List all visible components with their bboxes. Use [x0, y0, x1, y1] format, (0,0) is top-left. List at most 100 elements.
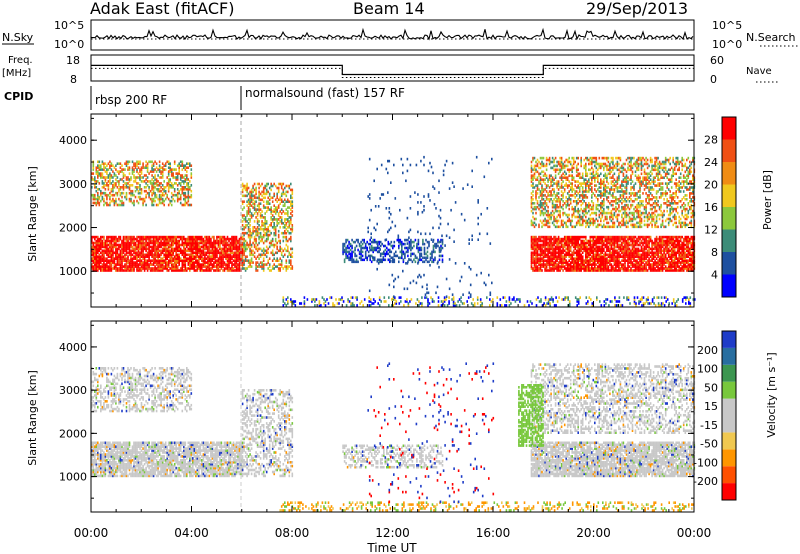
data-cell [360, 256, 362, 260]
data-cell [143, 263, 146, 266]
data-cell [139, 239, 141, 243]
data-cell [536, 245, 539, 249]
data-cell [591, 243, 593, 247]
data-cell [175, 255, 177, 258]
data-cell [228, 257, 230, 260]
data-cell [384, 258, 387, 262]
data-cell [169, 261, 171, 264]
data-cell [217, 263, 220, 266]
data-cell [538, 257, 540, 260]
data-cell [547, 255, 549, 258]
data-cell [207, 265, 209, 268]
data-cell [267, 235, 269, 239]
data-cell [240, 235, 242, 239]
data-cell [199, 235, 202, 239]
data-cell [167, 184, 170, 187]
data-cell [158, 245, 161, 249]
data-cell [569, 263, 572, 266]
data-cell [636, 259, 638, 262]
data-cell [264, 192, 266, 196]
data-cell [419, 254, 421, 258]
data-cell [274, 265, 277, 268]
data-cell [173, 237, 176, 241]
data-cell [284, 231, 286, 235]
data-cell [127, 245, 129, 249]
data-cell [255, 265, 257, 268]
data-cell [170, 249, 173, 253]
data-cell [271, 265, 274, 268]
data-cell [243, 251, 245, 255]
data-cell [128, 267, 131, 270]
data-cell [127, 162, 129, 165]
data-cell [244, 255, 247, 258]
data-cell [154, 259, 156, 262]
data-cell [157, 235, 159, 239]
data-cell [222, 253, 224, 257]
data-cell [259, 216, 262, 219]
data-cell [190, 184, 193, 187]
data-cell [152, 180, 155, 183]
data-cell [193, 243, 196, 247]
data-cell [435, 244, 438, 248]
data-cell [183, 180, 185, 183]
data-cell [127, 265, 129, 268]
data-cell [267, 229, 269, 233]
data-cell [122, 259, 125, 262]
data-cell [226, 255, 229, 258]
data-cell [250, 245, 253, 249]
data-cell [119, 261, 122, 264]
data-cell [554, 259, 557, 262]
data-cell [554, 267, 557, 270]
data-cell [154, 247, 156, 251]
data-cell [133, 164, 135, 167]
data-cell [290, 208, 292, 211]
data-cell [621, 259, 623, 262]
data-cell [184, 203, 187, 207]
data-cell [544, 251, 546, 255]
data-cell [109, 164, 111, 167]
data-cell [94, 257, 96, 260]
data-cell [118, 255, 120, 258]
data-cell [247, 192, 250, 196]
data-cell [560, 237, 563, 241]
data-cell [243, 206, 245, 209]
data-cell [179, 251, 182, 255]
data-cell [585, 247, 587, 251]
data-cell [94, 197, 96, 201]
data-cell [176, 247, 179, 251]
data-cell [618, 243, 620, 247]
data-cell [94, 251, 96, 255]
data-cell [252, 184, 254, 188]
data-cell [163, 203, 165, 207]
data-cell [183, 237, 185, 241]
data-cell [109, 253, 111, 257]
data-cell [154, 245, 156, 249]
data-cell [176, 172, 179, 175]
data-cell [219, 265, 221, 268]
data-cell [253, 206, 256, 209]
data-cell [640, 245, 643, 249]
data-cell [290, 220, 292, 223]
data-cell [241, 247, 244, 251]
data-cell [249, 210, 251, 213]
data-cell [249, 237, 251, 241]
data-cell [125, 259, 128, 262]
data-cell [591, 265, 593, 268]
data-cell [256, 220, 259, 223]
freq-unit: [MHz] [2, 68, 31, 79]
data-cell [592, 237, 595, 241]
data-cell [284, 247, 286, 251]
data-cell [255, 227, 257, 231]
data-cell [437, 260, 439, 264]
data-cell [158, 261, 161, 264]
data-cell [98, 160, 101, 164]
data-cell [95, 251, 98, 255]
data-cell [137, 245, 140, 249]
data-cell [140, 237, 143, 241]
data-cell [97, 269, 99, 272]
data-cell [232, 241, 235, 245]
data-cell [378, 258, 380, 262]
data-cell [148, 257, 150, 260]
data-cell [139, 251, 141, 255]
data-cell [204, 251, 206, 255]
